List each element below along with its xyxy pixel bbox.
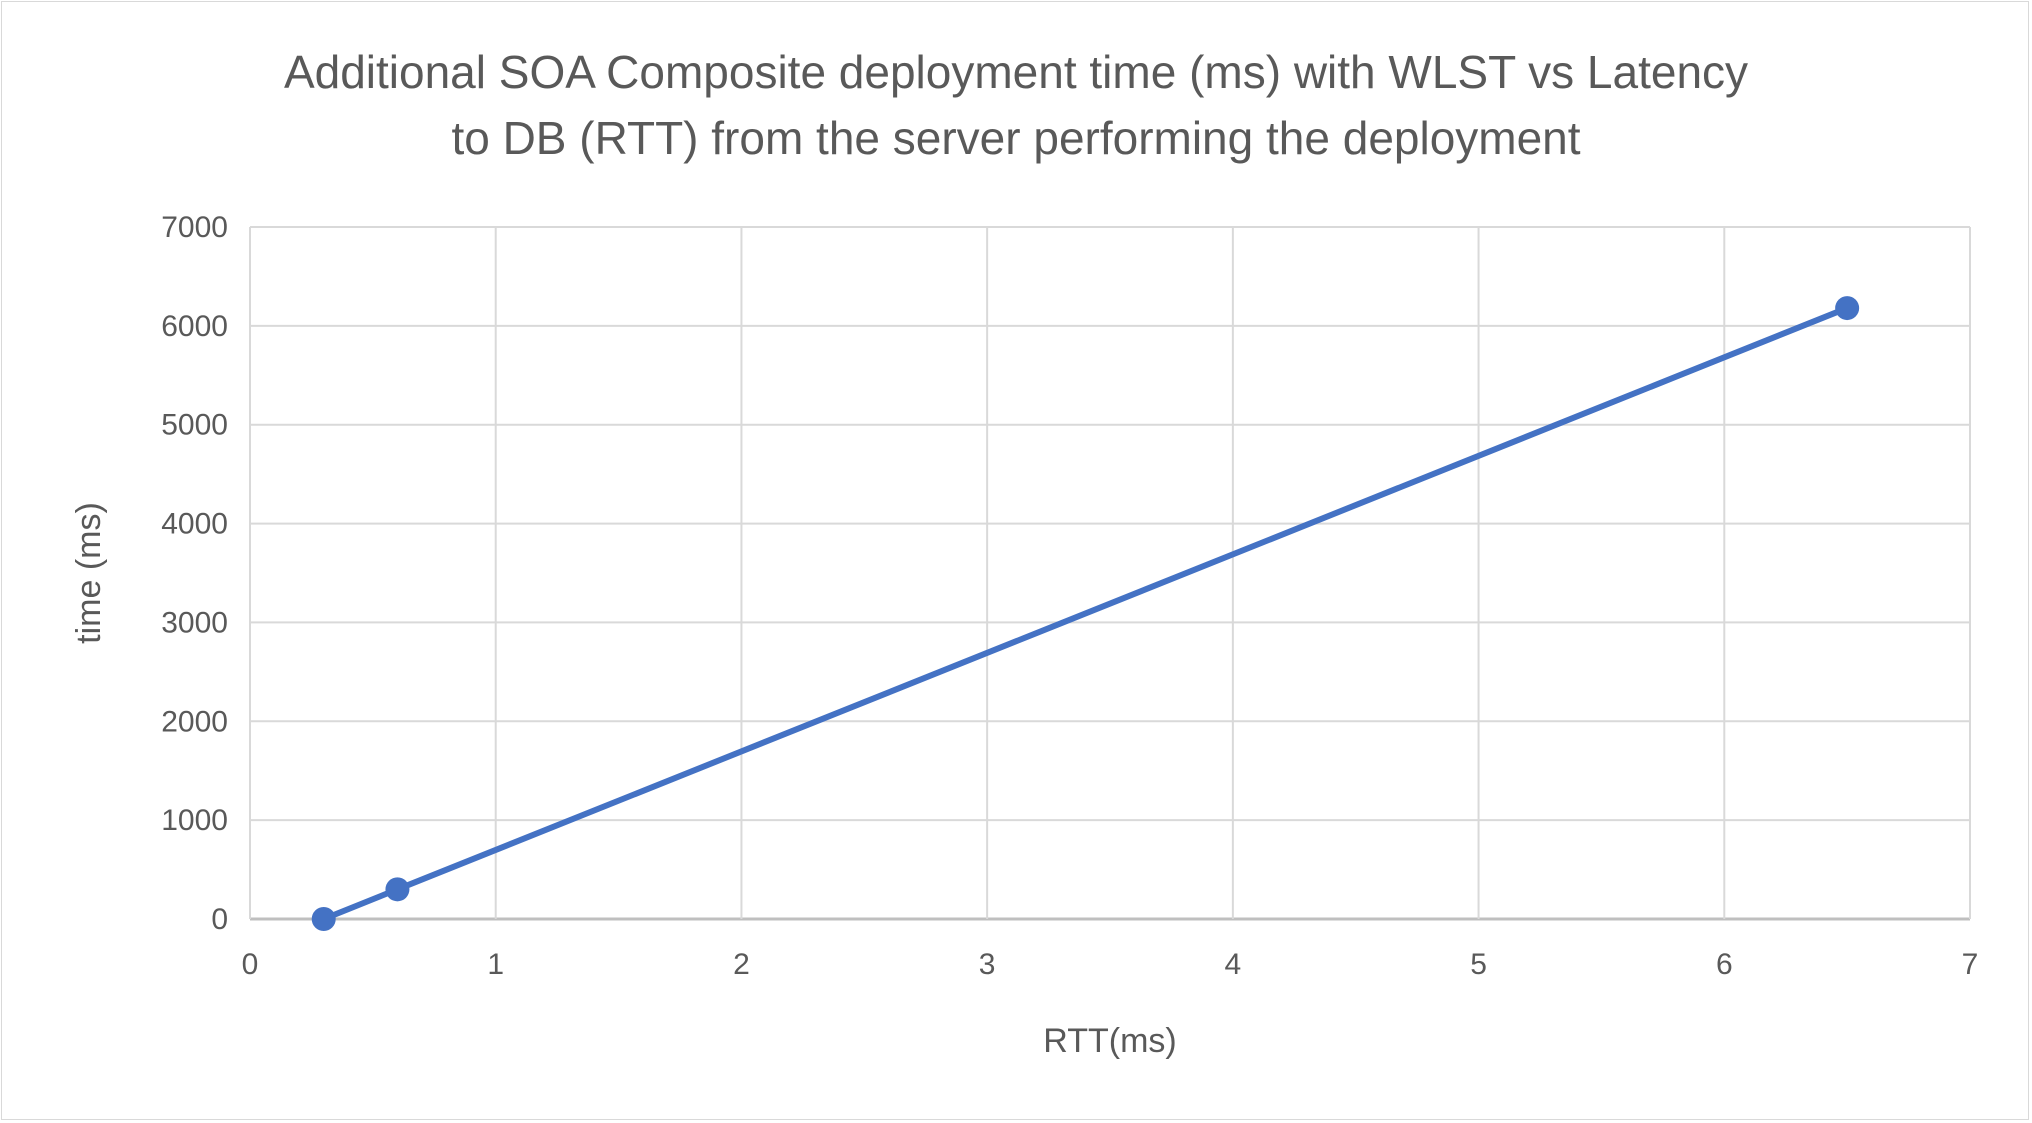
data-point [385,877,410,902]
y-tick-label: 0 [211,903,228,936]
y-tick-label: 5000 [161,409,228,442]
x-tick-label: 0 [242,948,259,981]
y-axis-title: time (ms) [70,502,108,644]
y-tick-label: 7000 [161,211,228,244]
y-tick-label: 6000 [161,310,228,343]
x-tick-label: 4 [1225,948,1242,981]
y-tick-label: 2000 [161,705,228,738]
x-tick-label: 5 [1470,948,1487,981]
x-axis-title: RTT(ms) [1043,1022,1176,1060]
series-line [322,305,1849,922]
x-tick-label: 2 [733,948,750,981]
x-tick-label: 7 [1962,948,1979,981]
chart-title-line-1: Additional SOA Composite deployment time… [284,46,1748,98]
data-point [1835,296,1860,321]
y-tick-label: 1000 [161,804,228,837]
data-point [311,907,336,931]
y-tick-label: 3000 [161,606,228,639]
x-tick-label: 1 [487,948,504,981]
x-tick-label: 3 [979,948,996,981]
chart-title-line-2: to DB (RTT) from the server performing t… [451,112,1580,164]
y-tick-label: 4000 [161,508,228,541]
x-tick-label: 6 [1716,948,1733,981]
